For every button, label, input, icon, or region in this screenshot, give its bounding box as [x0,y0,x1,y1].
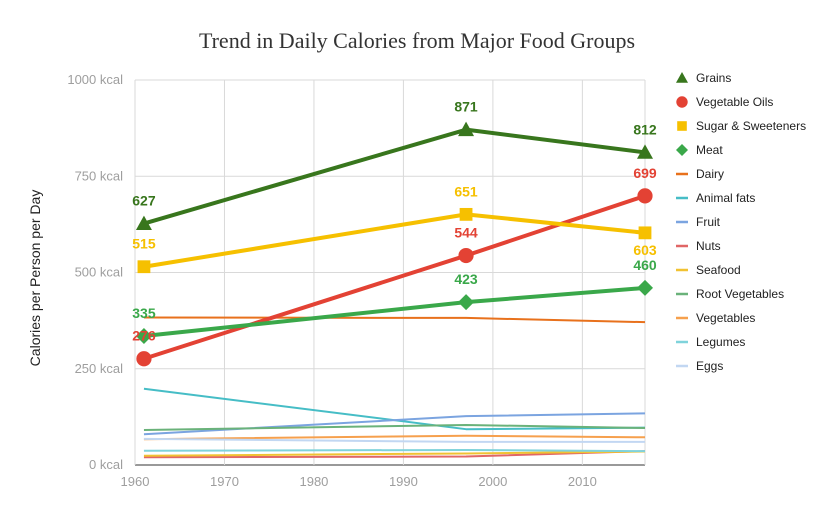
legend-marker [676,144,688,156]
y-axis-title: Calories per Person per Day [27,190,43,367]
legend-label: Sugar & Sweeteners [696,119,806,133]
legend-item: Meat [676,143,723,157]
legend-label: Animal fats [696,191,755,205]
y-tick-label: 250 kcal [75,361,124,376]
data-point-marker [459,207,473,221]
y-tick-label: 750 kcal [75,168,124,183]
legend-label: Legumes [696,335,745,349]
legend-label: Nuts [696,239,721,253]
data-label: 460 [633,257,657,273]
data-point-marker [137,260,151,274]
series-line-dairy [143,316,646,324]
series-markers [135,121,653,367]
data-point-marker [458,294,475,311]
data-point-marker [135,328,152,345]
data-label: 812 [633,121,657,137]
series-line-eggs [143,437,645,443]
series-lines [143,127,646,459]
chart-title: Trend in Daily Calories from Major Food … [199,28,635,53]
legend-label: Grains [696,71,731,85]
legend-marker [676,72,688,83]
series-line-seafood [143,450,646,457]
data-label: 651 [454,183,478,199]
series-line-vegetables [143,434,646,441]
legend-item: Sugar & Sweeteners [677,119,806,133]
legend-item: Vegetables [676,311,755,325]
data-point-marker [458,121,475,137]
legend-label: Meat [696,143,723,157]
legend-item: Seafood [676,263,741,277]
legend-item: Root Vegetables [676,287,784,301]
x-tick-label: 2010 [568,474,597,489]
legend: Grains Vegetable Oils Sugar & Sweeteners Me… [676,71,806,373]
series-line-vegetable-oils [143,193,646,361]
legend-marker [676,96,688,108]
legend-label: Vegetable Oils [696,95,773,109]
legend-item: Nuts [676,239,721,253]
legend-item: Eggs [676,359,723,373]
data-label: 515 [132,236,156,252]
legend-item: Vegetable Oils [676,95,773,109]
legend-label: Seafood [696,263,741,277]
legend-item: Legumes [676,335,745,349]
data-label: 423 [454,271,478,287]
x-tick-label: 1990 [389,474,418,489]
legend-marker [677,121,687,131]
data-label: 335 [132,305,156,321]
gridlines [134,79,646,466]
y-tick-label: 0 kcal [89,457,123,472]
data-label: 544 [454,225,478,241]
data-label: 603 [633,242,657,258]
data-point-marker [637,279,653,296]
series-line-legumes [143,448,646,453]
series-line-meat [143,285,646,339]
y-tick-label: 1000 kcal [67,72,123,87]
data-point-marker [637,144,653,159]
series-line-animal-fats [143,387,646,431]
data-point-marker [637,188,653,204]
legend-label: Vegetables [696,311,755,325]
x-tick-label: 1980 [299,474,328,489]
axis-ticks: 0 kcal 250 kcal 500 kcal 750 kcal 1000 kcal 1… [67,72,596,489]
legend-item: Animal fats [676,191,755,205]
y-tick-label: 500 kcal [75,265,124,280]
data-label: 699 [633,165,657,181]
data-label: 871 [454,99,478,115]
legend-label: Eggs [696,359,723,373]
data-label: 627 [132,193,156,209]
legend-item: Dairy [676,167,724,181]
legend-item: Grains [676,71,731,85]
series-line-root-vegetables [143,423,646,431]
data-label: 276 [132,328,156,344]
x-tick-label: 2000 [478,474,507,489]
x-tick-label: 1960 [121,474,150,489]
legend-label: Root Vegetables [696,287,784,301]
series-line-fruit [143,412,646,436]
data-point-marker [458,247,474,264]
data-labels: 627 871 812 276 544 699 515 651 603 335 423 460 [132,99,657,344]
data-point-marker [136,351,152,367]
legend-label: Fruit [696,215,721,229]
legend-item: Fruit [676,215,721,229]
data-point-marker [135,215,152,231]
x-tick-label: 1970 [210,474,239,489]
legend-label: Dairy [696,167,724,181]
data-point-marker [638,226,652,240]
